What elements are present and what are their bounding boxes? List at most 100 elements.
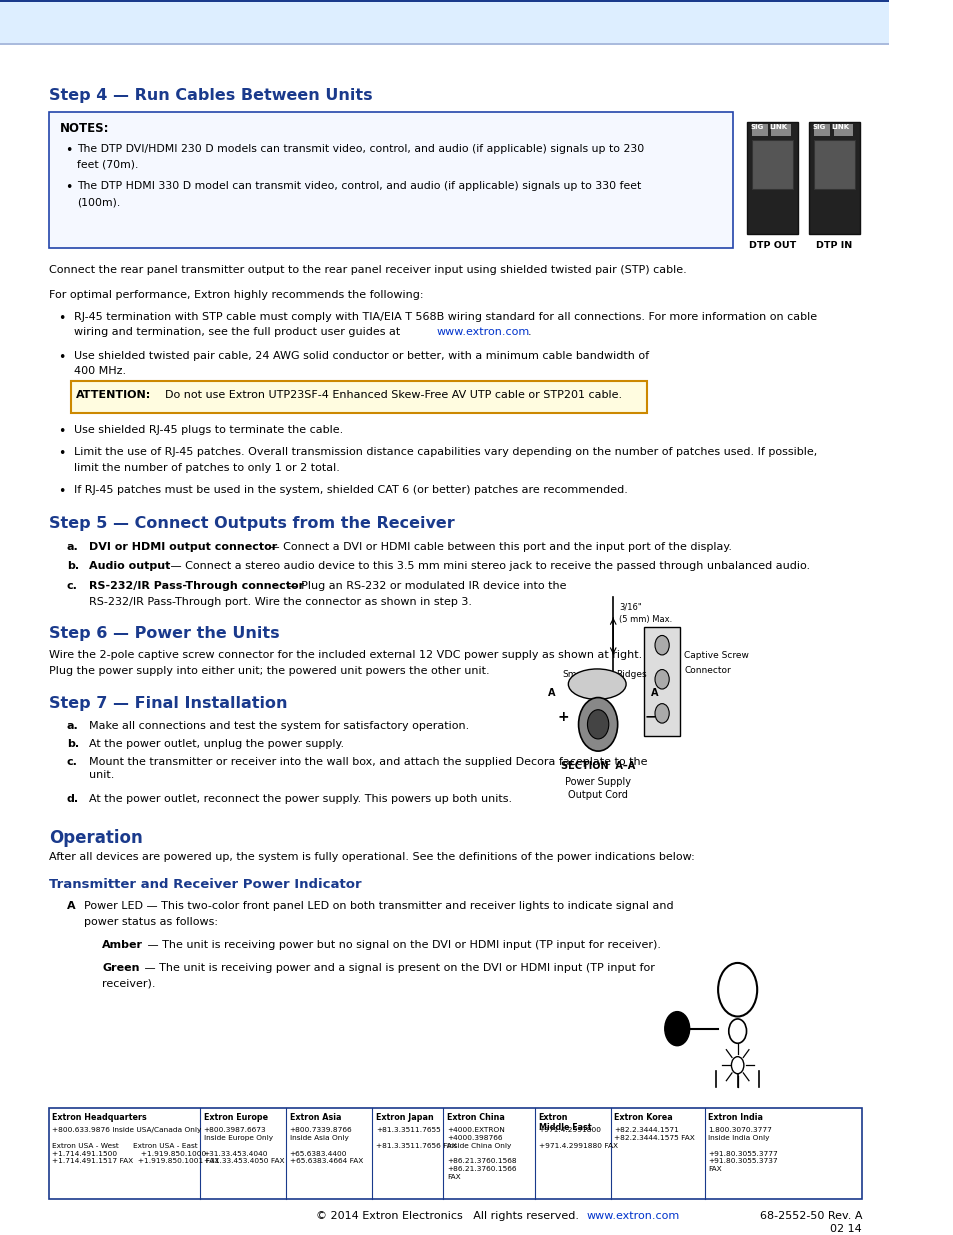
- Text: •: •: [58, 484, 65, 498]
- Text: Extron Headquarters: Extron Headquarters: [52, 1113, 147, 1121]
- Text: 1.800.3070.3777
Inside India Only

+91.80.3055.3777
+91.80.3055.3737
FAX: 1.800.3070.3777 Inside India Only +91.80…: [707, 1128, 778, 1172]
- Text: b.: b.: [67, 561, 79, 572]
- Text: d.: d.: [67, 794, 79, 804]
- Text: a.: a.: [67, 721, 78, 731]
- Text: •: •: [65, 143, 72, 157]
- Text: — Plug an RS-232 or modulated IR device into the: — Plug an RS-232 or modulated IR device …: [282, 580, 565, 590]
- Text: A: A: [548, 688, 556, 698]
- Circle shape: [655, 636, 668, 655]
- Text: c.: c.: [67, 580, 77, 590]
- Circle shape: [655, 704, 668, 724]
- Text: •: •: [58, 447, 65, 459]
- Text: — Connect a DVI or HDMI cable between this port and the input port of the displa: — Connect a DVI or HDMI cable between th…: [265, 542, 731, 552]
- Text: Smooth: Smooth: [562, 669, 597, 678]
- Bar: [808, 122, 860, 233]
- Text: SECTION  A–A: SECTION A–A: [560, 761, 635, 771]
- Circle shape: [731, 1057, 743, 1073]
- Text: +971.4.2991800

+971.4.2991880 FAX: +971.4.2991800 +971.4.2991880 FAX: [538, 1128, 617, 1149]
- Bar: [751, 125, 767, 136]
- Text: — The unit is receiving power and a signal is present on the DVI or HDMI input (: — The unit is receiving power and a sign…: [141, 963, 655, 973]
- Text: Limit the use of RJ-45 patches. Overall transmission distance capabilities vary : Limit the use of RJ-45 patches. Overall …: [73, 447, 816, 457]
- Text: Mount the transmitter or receiver into the wall box, and attach the supplied Dec: Mount the transmitter or receiver into t…: [89, 757, 647, 779]
- Text: — The unit is receiving power but no signal on the DVI or HDMI input (TP input f: — The unit is receiving power but no sig…: [144, 940, 660, 950]
- Text: +4000.EXTRON
+4000.398766
Inside China Only

+86.21.3760.1568
+86.21.3760.1566
F: +4000.EXTRON +4000.398766 Inside China O…: [447, 1128, 517, 1179]
- Text: •: •: [58, 311, 65, 325]
- Text: RJ-45 termination with STP cable must comply with TIA/EIA T 568B wiring standard: RJ-45 termination with STP cable must co…: [73, 311, 816, 321]
- Text: DTP OUT: DTP OUT: [748, 241, 795, 249]
- Text: 400 MHz.: 400 MHz.: [73, 367, 126, 377]
- Bar: [643, 627, 679, 736]
- Text: Amber: Amber: [102, 940, 143, 950]
- Text: Use shielded twisted pair cable, 24 AWG solid conductor or better, with a minimu: Use shielded twisted pair cable, 24 AWG …: [73, 351, 648, 361]
- Bar: [71, 382, 646, 412]
- Text: Captive Screw: Captive Screw: [683, 651, 748, 661]
- Text: Connect the rear panel transmitter output to the rear panel receiver input using: Connect the rear panel transmitter outpu…: [49, 266, 686, 275]
- Text: wiring and termination, see the full product user guides at: wiring and termination, see the full pro…: [73, 327, 403, 337]
- Text: At the power outlet, reconnect the power supply. This powers up both units.: At the power outlet, reconnect the power…: [89, 794, 512, 804]
- Circle shape: [655, 669, 668, 689]
- Text: Extron
Middle East: Extron Middle East: [538, 1113, 591, 1132]
- Text: limit the number of patches to only 1 or 2 total.: limit the number of patches to only 1 or…: [73, 463, 339, 473]
- Text: SIG: SIG: [749, 125, 762, 130]
- Text: Extron Asia: Extron Asia: [290, 1113, 341, 1121]
- Text: A: A: [673, 1019, 680, 1029]
- Text: www.extron.com: www.extron.com: [436, 327, 529, 337]
- Bar: [49, 112, 733, 248]
- Text: RS-232/IR Pass-Through port. Wire the connector as shown in step 3.: RS-232/IR Pass-Through port. Wire the co…: [89, 597, 472, 606]
- Bar: [813, 125, 829, 136]
- Text: 3/16": 3/16": [618, 603, 641, 611]
- Bar: [751, 140, 792, 189]
- Text: Green: Green: [102, 963, 139, 973]
- Text: Connector: Connector: [683, 666, 730, 674]
- Text: DVI or HDMI output connector: DVI or HDMI output connector: [89, 542, 276, 552]
- Text: Transmitter and Receiver Power Indicator: Transmitter and Receiver Power Indicator: [49, 878, 361, 890]
- Bar: [0, 43, 888, 44]
- Text: −: −: [643, 710, 656, 724]
- Text: b.: b.: [67, 739, 79, 748]
- Text: (5 mm) Max.: (5 mm) Max.: [618, 615, 672, 624]
- Text: a.: a.: [67, 542, 78, 552]
- Text: DTP IN: DTP IN: [816, 241, 852, 249]
- Text: © 2014 Extron Electronics   All rights reserved.: © 2014 Extron Electronics All rights res…: [315, 1212, 588, 1221]
- Bar: [0, 0, 888, 1]
- Text: •: •: [58, 425, 65, 438]
- Circle shape: [718, 963, 757, 1016]
- Text: Ridges: Ridges: [616, 669, 646, 678]
- Text: RS-232/IR Pass-Through connector: RS-232/IR Pass-Through connector: [89, 580, 304, 590]
- Text: Power LED — This two-color front panel LED on both transmitter and receiver ligh: Power LED — This two-color front panel L…: [85, 900, 674, 911]
- Text: 68-2552-50 Rev. A
02 14: 68-2552-50 Rev. A 02 14: [759, 1212, 862, 1234]
- Text: — Connect a stereo audio device to this 3.5 mm mini stereo jack to receive the p: — Connect a stereo audio device to this …: [167, 561, 809, 572]
- Text: LINK: LINK: [831, 125, 849, 130]
- Bar: [813, 140, 854, 189]
- Text: Step 6 — Power the Units: Step 6 — Power the Units: [49, 626, 279, 641]
- Text: Step 7 — Final Installation: Step 7 — Final Installation: [49, 697, 287, 711]
- Text: NOTES:: NOTES:: [59, 122, 109, 135]
- Text: power status as follows:: power status as follows:: [85, 916, 218, 926]
- Circle shape: [664, 1011, 689, 1046]
- Text: receiver).: receiver).: [102, 979, 155, 989]
- Text: ATTENTION:: ATTENTION:: [76, 389, 152, 400]
- Text: Audio output: Audio output: [89, 561, 170, 572]
- Text: c.: c.: [67, 757, 77, 767]
- Text: +81.3.3511.7655

+81.3.3511.7656 FAX: +81.3.3511.7655 +81.3.3511.7656 FAX: [375, 1128, 456, 1149]
- Text: Extron Korea: Extron Korea: [614, 1113, 672, 1121]
- Text: www.extron.com: www.extron.com: [586, 1212, 679, 1221]
- Text: After all devices are powered up, the system is fully operational. See the defin: After all devices are powered up, the sy…: [49, 852, 694, 862]
- Text: The DTP HDMI 330 D model can transmit video, control, and audio (if applicable) : The DTP HDMI 330 D model can transmit vi…: [77, 182, 641, 191]
- Text: Use shielded RJ-45 plugs to terminate the cable.: Use shielded RJ-45 plugs to terminate th…: [73, 425, 343, 435]
- Circle shape: [587, 710, 608, 739]
- Text: Make all connections and test the system for satisfactory operation.: Make all connections and test the system…: [89, 721, 469, 731]
- Circle shape: [728, 1019, 746, 1044]
- Text: •: •: [58, 351, 65, 363]
- Text: .: .: [527, 327, 531, 337]
- Text: Extron India: Extron India: [707, 1113, 762, 1121]
- Text: Step 4 — Run Cables Between Units: Step 4 — Run Cables Between Units: [49, 88, 372, 103]
- Text: Plug the power supply into either unit; the powered unit powers the other unit.: Plug the power supply into either unit; …: [49, 666, 489, 676]
- Text: +800.633.9876 Inside USA/Canada Only

Extron USA - West      Extron USA - East
+: +800.633.9876 Inside USA/Canada Only Ext…: [52, 1128, 219, 1165]
- Text: +800.3987.6673
Inside Europe Only

+31.33.453.4040
+31.33.453.4050 FAX: +800.3987.6673 Inside Europe Only +31.33…: [203, 1128, 284, 1165]
- Text: •: •: [65, 182, 72, 194]
- Text: Output Cord: Output Cord: [568, 790, 627, 800]
- Text: +800.7339.8766
Inside Asia Only

+65.6383.4400
+65.6383.4664 FAX: +800.7339.8766 Inside Asia Only +65.6383…: [290, 1128, 362, 1165]
- Bar: [771, 125, 790, 136]
- Text: If RJ-45 patches must be used in the system, shielded CAT 6 (or better) patches : If RJ-45 patches must be used in the sys…: [73, 484, 627, 494]
